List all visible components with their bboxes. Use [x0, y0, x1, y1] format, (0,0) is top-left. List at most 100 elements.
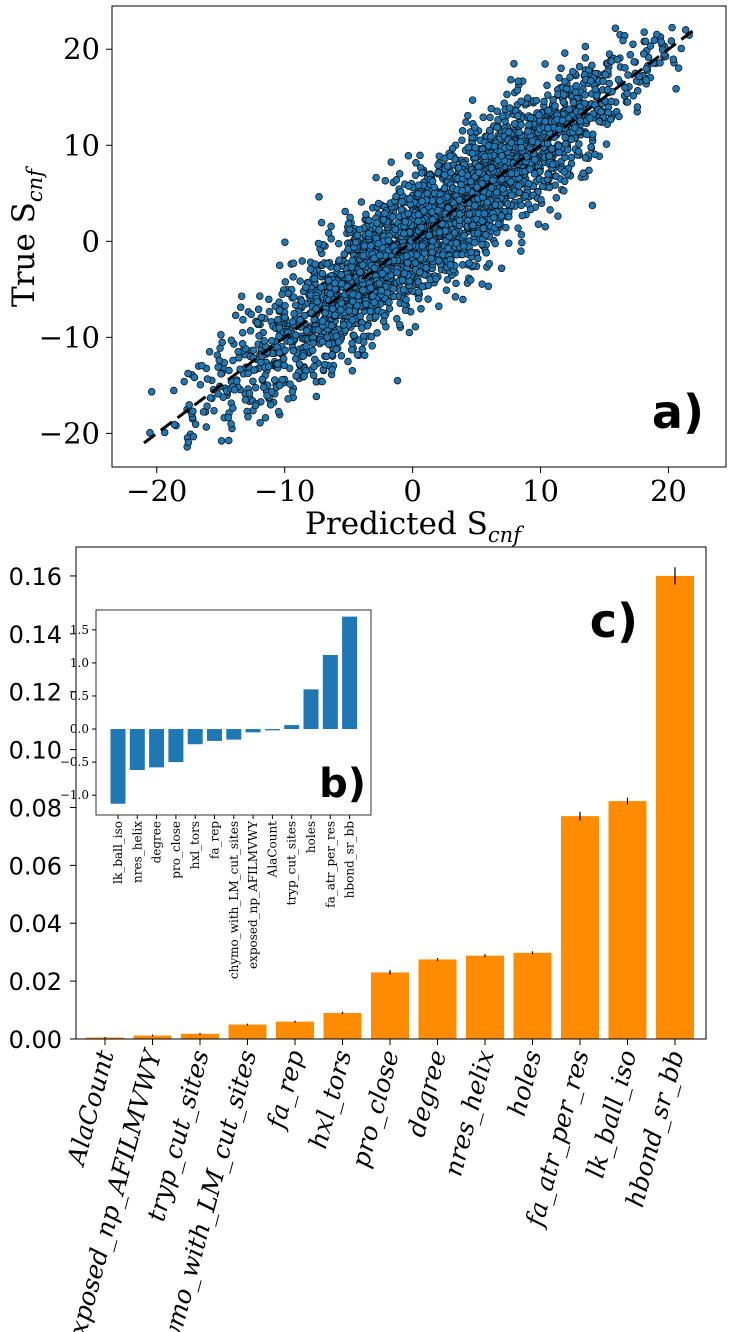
- scatter-point: [217, 331, 225, 339]
- scatter-point: [626, 51, 635, 59]
- scatter-point: [416, 268, 424, 276]
- y-tick-label: 0.02: [9, 968, 62, 996]
- scatter-point: [328, 351, 336, 359]
- x-tick-label: pro_close: [346, 1047, 405, 1171]
- x-tick-label: holes: [502, 1047, 547, 1119]
- scatter-point: [444, 244, 452, 253]
- scatter-point: [418, 197, 426, 206]
- scatter-point: [340, 250, 348, 258]
- scatter-point: [280, 361, 289, 370]
- scatter-point: [474, 229, 482, 237]
- scatter-point: [225, 366, 233, 375]
- scatter-point: [458, 261, 467, 269]
- scatter-point: [458, 136, 466, 144]
- scatter-point: [318, 317, 327, 325]
- scatter-point: [555, 148, 563, 157]
- scatter-point: [374, 239, 383, 248]
- scatter-point: [517, 230, 526, 239]
- scatter-point: [393, 268, 401, 277]
- scatter-point: [368, 342, 376, 350]
- scatter-point: [526, 114, 535, 122]
- scatter-point: [231, 311, 240, 320]
- y-tick-label: 1.0: [70, 656, 89, 670]
- y-tick-label: 0.0: [70, 722, 89, 736]
- scatter-point: [393, 315, 401, 323]
- scatter-point: [249, 346, 258, 354]
- scatter-point: [557, 64, 565, 73]
- scatter-point: [418, 242, 427, 250]
- scatter-point: [395, 170, 404, 178]
- scatter-point: [344, 219, 353, 228]
- scatter-point: [404, 209, 412, 218]
- scatter-point: [507, 139, 516, 147]
- y-tick-label: 0.16: [9, 563, 62, 591]
- scatter-point: [320, 360, 329, 369]
- y-tick-label: 0.14: [9, 621, 62, 649]
- scatter-point: [490, 213, 498, 222]
- scatter-point: [370, 298, 378, 307]
- inset-x-tick-label: degree: [150, 821, 164, 863]
- scatter-point: [485, 126, 494, 135]
- scatter-point: [349, 290, 357, 299]
- scatter-point: [324, 229, 333, 237]
- scatter-point: [467, 248, 475, 257]
- scatter-point: [416, 151, 424, 160]
- scatter-point: [359, 251, 368, 260]
- scatter-point: [565, 105, 574, 113]
- scatter-point: [561, 77, 569, 86]
- scatter-point: [479, 224, 488, 233]
- scatter-point: [406, 195, 414, 203]
- scatter-point: [458, 187, 466, 195]
- scatter-point: [296, 277, 304, 285]
- scatter-point: [532, 96, 541, 105]
- scatter-point: [674, 64, 683, 72]
- scatter-point: [490, 142, 499, 151]
- scatter-point: [411, 322, 420, 331]
- scatter-frame: [111, 5, 727, 468]
- scatter-point: [340, 321, 348, 329]
- scatter-point: [332, 345, 340, 354]
- scatter-point: [255, 332, 263, 340]
- scatter-point: [360, 338, 368, 346]
- scatter-point: [261, 413, 270, 422]
- scatter-point: [318, 269, 327, 278]
- scatter-point: [315, 193, 323, 201]
- scatter-point: [446, 152, 455, 160]
- y-tick-label: 20: [63, 32, 100, 66]
- scatter-point: [281, 278, 290, 286]
- scatter-point: [514, 224, 522, 232]
- scatter-point: [497, 264, 506, 273]
- bar: [656, 575, 694, 1039]
- scatter-point: [362, 210, 370, 219]
- y-tick-label: −20: [39, 416, 100, 450]
- scatter-point: [296, 316, 304, 324]
- scatter-point: [367, 242, 375, 250]
- scatter-point: [353, 231, 362, 240]
- scatter-point: [256, 292, 264, 300]
- scatter-point: [650, 36, 659, 45]
- scatter-point: [377, 286, 386, 295]
- scatter-point: [458, 127, 467, 135]
- scatter-point: [367, 284, 375, 292]
- scatter-point: [389, 285, 398, 293]
- y-tick-label: −0.5: [60, 755, 89, 769]
- scatter-point: [483, 198, 492, 207]
- scatter-point: [581, 42, 590, 51]
- scatter-point: [256, 418, 264, 427]
- scatter-point: [434, 206, 442, 215]
- scatter-point: [331, 311, 339, 319]
- scatter-point: [517, 97, 525, 105]
- scatter-point: [499, 185, 507, 193]
- scatter-point: [312, 392, 321, 401]
- scatter-point: [541, 117, 550, 126]
- scatter-point: [244, 369, 252, 378]
- scatter-point: [586, 77, 595, 85]
- scatter-point: [497, 152, 506, 160]
- scatter-point: [239, 316, 247, 324]
- scatter-point: [318, 338, 327, 346]
- y-tick-label: 1.5: [70, 623, 89, 637]
- bar: [133, 1035, 172, 1039]
- scatter-point: [279, 355, 288, 363]
- scatter-point: [170, 386, 178, 395]
